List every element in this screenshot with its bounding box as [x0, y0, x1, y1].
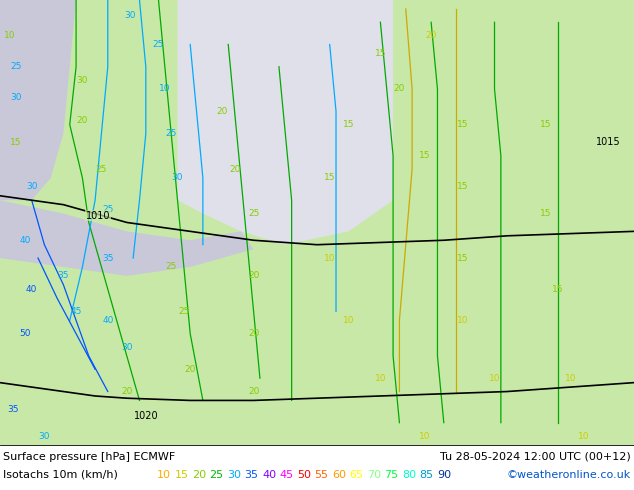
Polygon shape [0, 200, 254, 276]
Text: 30: 30 [39, 432, 50, 441]
Text: 20: 20 [248, 271, 259, 280]
Text: 45: 45 [70, 307, 82, 316]
Text: 15: 15 [375, 49, 386, 58]
Text: 55: 55 [314, 470, 328, 480]
Text: 25: 25 [209, 470, 224, 480]
Text: 25: 25 [10, 62, 22, 71]
Text: 40: 40 [26, 285, 37, 294]
Text: 15: 15 [540, 209, 551, 218]
Text: 35: 35 [245, 470, 259, 480]
Text: 1015: 1015 [597, 137, 621, 147]
Text: 20: 20 [121, 387, 133, 396]
Text: 1020: 1020 [134, 411, 158, 421]
Text: 20: 20 [216, 107, 228, 116]
Text: 15: 15 [457, 253, 469, 263]
Text: 20: 20 [192, 470, 206, 480]
Text: 35: 35 [58, 271, 69, 280]
Text: 40: 40 [102, 316, 113, 325]
Text: 30: 30 [10, 94, 22, 102]
Text: 15: 15 [343, 120, 354, 129]
Text: 45: 45 [280, 470, 294, 480]
Polygon shape [178, 0, 393, 89]
Text: 30: 30 [121, 343, 133, 351]
Text: 10: 10 [375, 374, 386, 383]
Text: 20: 20 [77, 116, 88, 124]
Text: 15: 15 [324, 173, 335, 182]
Text: 10: 10 [4, 31, 15, 40]
Text: 25: 25 [178, 307, 190, 316]
Text: 65: 65 [349, 470, 363, 480]
Text: 15: 15 [540, 120, 551, 129]
Text: 30: 30 [172, 173, 183, 182]
Text: 10: 10 [457, 316, 469, 325]
Text: Tu 28-05-2024 12:00 UTC (00+12): Tu 28-05-2024 12:00 UTC (00+12) [440, 452, 631, 462]
Text: 60: 60 [332, 470, 346, 480]
Text: 75: 75 [384, 470, 399, 480]
Text: 25: 25 [102, 205, 113, 214]
Text: 25: 25 [153, 40, 164, 49]
Text: 50: 50 [20, 329, 31, 338]
Text: 90: 90 [437, 470, 451, 480]
Text: 40: 40 [20, 236, 31, 245]
Text: 10: 10 [419, 432, 430, 441]
Polygon shape [178, 0, 393, 245]
Polygon shape [0, 0, 634, 445]
Text: 20: 20 [184, 365, 196, 374]
Text: 20: 20 [425, 31, 437, 40]
Text: 25: 25 [165, 129, 177, 138]
Text: 85: 85 [420, 470, 434, 480]
Text: 1010: 1010 [86, 211, 110, 221]
Text: 15: 15 [457, 120, 469, 129]
Text: Surface pressure [hPa] ECMWF: Surface pressure [hPa] ECMWF [3, 452, 175, 462]
Text: 10: 10 [157, 470, 171, 480]
Text: Isotachs 10m (km/h): Isotachs 10m (km/h) [3, 470, 118, 480]
Text: 20: 20 [248, 329, 259, 338]
Text: 70: 70 [367, 470, 381, 480]
Text: 10: 10 [489, 374, 500, 383]
Text: 15: 15 [419, 151, 430, 160]
Text: 15: 15 [174, 470, 188, 480]
Text: 35: 35 [102, 253, 113, 263]
Text: 40: 40 [262, 470, 276, 480]
Text: 25: 25 [165, 263, 177, 271]
Text: 30: 30 [227, 470, 241, 480]
Text: 30: 30 [124, 11, 136, 20]
Text: ©weatheronline.co.uk: ©weatheronline.co.uk [507, 470, 631, 480]
Text: 20: 20 [229, 165, 240, 173]
Text: 10: 10 [324, 253, 335, 263]
Text: 25: 25 [96, 165, 107, 173]
Text: 15: 15 [10, 138, 22, 147]
Text: 10: 10 [565, 374, 576, 383]
Text: 20: 20 [394, 84, 405, 94]
Text: 10: 10 [159, 84, 171, 94]
Polygon shape [0, 0, 76, 200]
Text: 30: 30 [26, 182, 37, 192]
Text: 20: 20 [248, 387, 259, 396]
Text: 50: 50 [297, 470, 311, 480]
Text: 10: 10 [578, 432, 589, 441]
Text: 80: 80 [402, 470, 416, 480]
Text: 10: 10 [343, 316, 354, 325]
Text: 25: 25 [248, 209, 259, 218]
Text: 35: 35 [7, 405, 18, 414]
Text: 15: 15 [457, 182, 469, 192]
Text: 30: 30 [77, 75, 88, 85]
Text: 15: 15 [552, 285, 564, 294]
